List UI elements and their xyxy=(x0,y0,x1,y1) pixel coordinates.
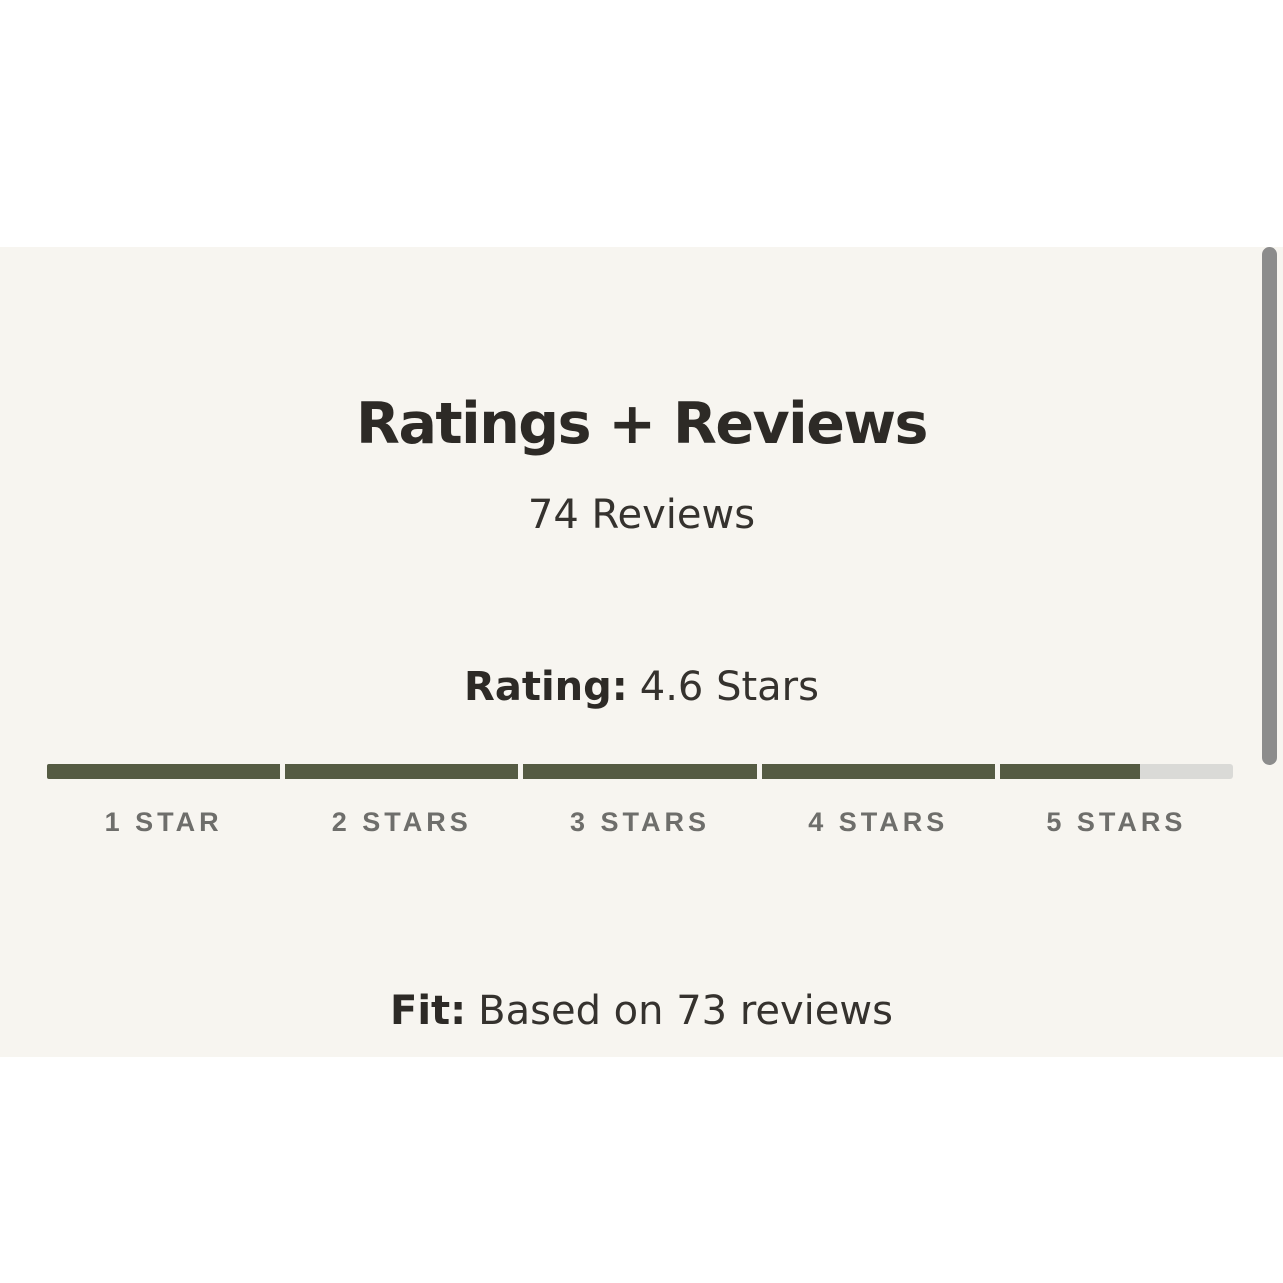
segment-label-3-stars: 3 STARS xyxy=(569,807,711,837)
rating-bar-segment-1 xyxy=(47,764,281,779)
rating-bar xyxy=(0,764,1283,779)
fit-summary: Fit: Based on 73 reviews xyxy=(0,987,1283,1035)
rating-bar-fill-5 xyxy=(999,764,1140,779)
ratings-reviews-section: Ratings + Reviews 74 Reviews Rating: 4.6 … xyxy=(0,247,1283,1057)
fit-label: Fit: xyxy=(390,988,467,1034)
rating-bar-segment-5 xyxy=(999,764,1234,779)
rating-bar-labels: 1 STAR 2 STARS 3 STARS 4 STARS 5 STARS xyxy=(0,805,1283,839)
rating-bar-fill-3 xyxy=(523,764,757,779)
rating-value: 4.6 Stars xyxy=(639,664,819,710)
rating-summary: Rating: 4.6 Stars xyxy=(0,663,1283,711)
section-title: Ratings + Reviews xyxy=(356,391,928,457)
rating-bar-segment-3 xyxy=(523,764,757,779)
scrollbar-thumb[interactable] xyxy=(1262,247,1277,765)
rating-bar-fill-2 xyxy=(285,764,519,779)
rating-label: Rating: xyxy=(464,664,628,710)
rating-bar-segment-2 xyxy=(285,764,519,779)
segment-label-1-star: 1 STAR xyxy=(104,807,223,837)
rating-bar-fill-1 xyxy=(47,764,281,779)
rating-bar-segment-4 xyxy=(761,764,995,779)
fit-value: Based on 73 reviews xyxy=(478,988,893,1034)
rating-bar-fill-4 xyxy=(761,764,995,779)
review-count: 74 Reviews xyxy=(527,492,756,538)
segment-label-5-stars: 5 STARS xyxy=(1046,807,1187,837)
segment-label-4-stars: 4 STARS xyxy=(808,807,949,837)
segment-label-2-stars: 2 STARS xyxy=(331,807,472,837)
